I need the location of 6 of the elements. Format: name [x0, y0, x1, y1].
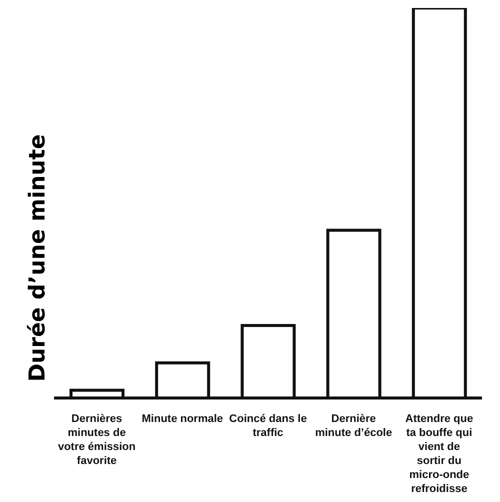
x-tick-label: Attendre que ta bouffe qui vient de sortir du micro-onde refroidisse: [405, 413, 474, 495]
x-tick-label: Dernière minute d’école: [315, 413, 392, 439]
y-axis-title: Durée d’une minute: [26, 134, 50, 382]
x-tick-label: Dernières minutes de votre émission favorite: [58, 413, 136, 467]
x-tick-label: Minute normale: [142, 413, 224, 425]
x-tick-label: Coincé dans le traffic: [229, 413, 307, 439]
